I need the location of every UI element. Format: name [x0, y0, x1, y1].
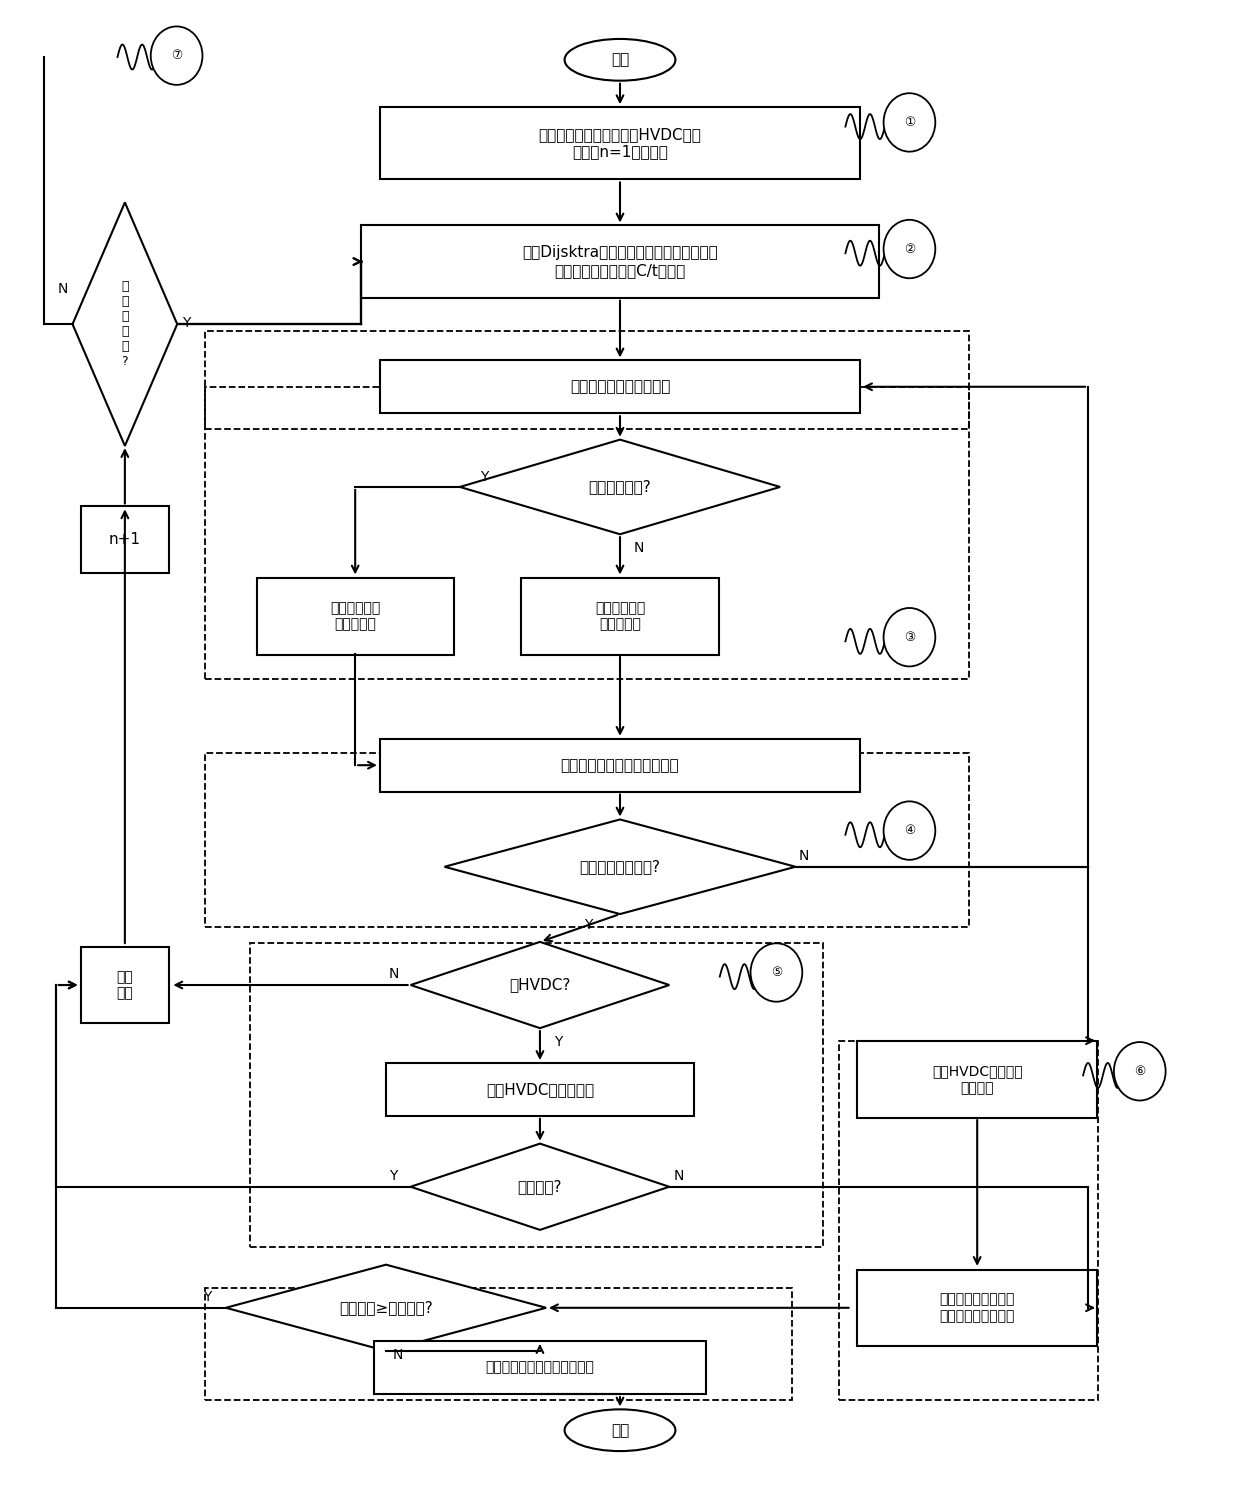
Text: ③: ③ [904, 630, 915, 644]
FancyBboxPatch shape [379, 108, 861, 180]
Text: Y: Y [389, 1169, 398, 1183]
Text: 选择原目标最
大机组启动: 选择原目标最 大机组启动 [595, 602, 645, 632]
Circle shape [1114, 1042, 1166, 1100]
Text: N: N [673, 1169, 684, 1183]
Text: 从待恢复电源集中删除该机组: 从待恢复电源集中删除该机组 [486, 1361, 594, 1374]
FancyBboxPatch shape [522, 578, 718, 654]
Text: Y: Y [480, 470, 489, 484]
FancyBboxPatch shape [857, 1269, 1097, 1346]
FancyBboxPatch shape [379, 738, 861, 792]
Text: ④: ④ [904, 823, 915, 837]
Text: Y: Y [182, 316, 191, 329]
Circle shape [151, 27, 202, 85]
Polygon shape [226, 1265, 546, 1350]
Text: 利用Dijsktra算法搜索电源节点的最短时间
送电路径，计算电源C/t并排序: 利用Dijsktra算法搜索电源节点的最短时间 送电路径，计算电源C/t并排序 [522, 246, 718, 278]
Text: 确定分区方案，转化边界HVDC节点
进入第n=1阶段决策: 确定分区方案，转化边界HVDC节点 进入第n=1阶段决策 [538, 127, 702, 160]
FancyBboxPatch shape [373, 1341, 707, 1394]
Text: N: N [393, 1349, 403, 1362]
Circle shape [884, 608, 935, 666]
Text: 区内时间≥互联时间?: 区内时间≥互联时间? [339, 1301, 433, 1316]
Polygon shape [72, 202, 177, 446]
Circle shape [884, 220, 935, 278]
Polygon shape [410, 942, 670, 1028]
FancyBboxPatch shape [386, 1063, 694, 1115]
Text: ②: ② [904, 243, 915, 256]
Text: N: N [58, 283, 68, 296]
FancyBboxPatch shape [379, 361, 861, 413]
Circle shape [750, 943, 802, 1001]
Text: Y: Y [554, 1034, 563, 1049]
FancyBboxPatch shape [81, 946, 169, 1024]
Text: 开始: 开始 [611, 52, 629, 67]
Text: 未
启
动
电
源
?: 未 启 动 电 源 ? [122, 280, 129, 368]
Text: N: N [388, 967, 398, 981]
Text: n+1: n+1 [109, 533, 141, 548]
Circle shape [884, 801, 935, 859]
FancyBboxPatch shape [361, 226, 879, 298]
Text: 计算HVDC连接子区
提供功率: 计算HVDC连接子区 提供功率 [932, 1064, 1023, 1094]
Text: 计算当前系统可提供的总功率: 计算当前系统可提供的总功率 [560, 757, 680, 772]
Text: 结束: 结束 [611, 1422, 629, 1437]
Text: 计算本区内恢复时间
和互联区域恢复时间: 计算本区内恢复时间 和互联区域恢复时间 [940, 1293, 1014, 1323]
Text: Y: Y [203, 1289, 212, 1304]
FancyBboxPatch shape [257, 578, 454, 654]
Polygon shape [410, 1144, 670, 1231]
Polygon shape [460, 440, 780, 534]
Text: 校验HVDC的启动约束: 校验HVDC的启动约束 [486, 1082, 594, 1097]
Text: 是HVDC?: 是HVDC? [510, 978, 570, 993]
Text: 满足启动功率约束?: 满足启动功率约束? [579, 859, 661, 874]
Text: N: N [799, 849, 808, 862]
Text: ⑦: ⑦ [171, 49, 182, 63]
Text: ⑥: ⑥ [1135, 1064, 1146, 1078]
Text: ⑤: ⑤ [771, 966, 782, 979]
Text: 选择即将越限
的机组启动: 选择即将越限 的机组启动 [330, 602, 381, 632]
Text: 启动时间越限?: 启动时间越限? [589, 479, 651, 494]
Text: 选择当前指标最大的电源: 选择当前指标最大的电源 [570, 379, 670, 394]
FancyBboxPatch shape [81, 506, 169, 573]
Ellipse shape [564, 39, 676, 81]
Text: Y: Y [584, 918, 593, 933]
Text: N: N [634, 540, 644, 555]
Text: 满足约束?: 满足约束? [517, 1180, 562, 1195]
Polygon shape [444, 819, 796, 915]
FancyBboxPatch shape [857, 1042, 1097, 1118]
Circle shape [884, 93, 935, 151]
Text: ①: ① [904, 115, 915, 129]
Ellipse shape [564, 1409, 676, 1451]
Text: 潮流
校验: 潮流 校验 [117, 970, 133, 1000]
